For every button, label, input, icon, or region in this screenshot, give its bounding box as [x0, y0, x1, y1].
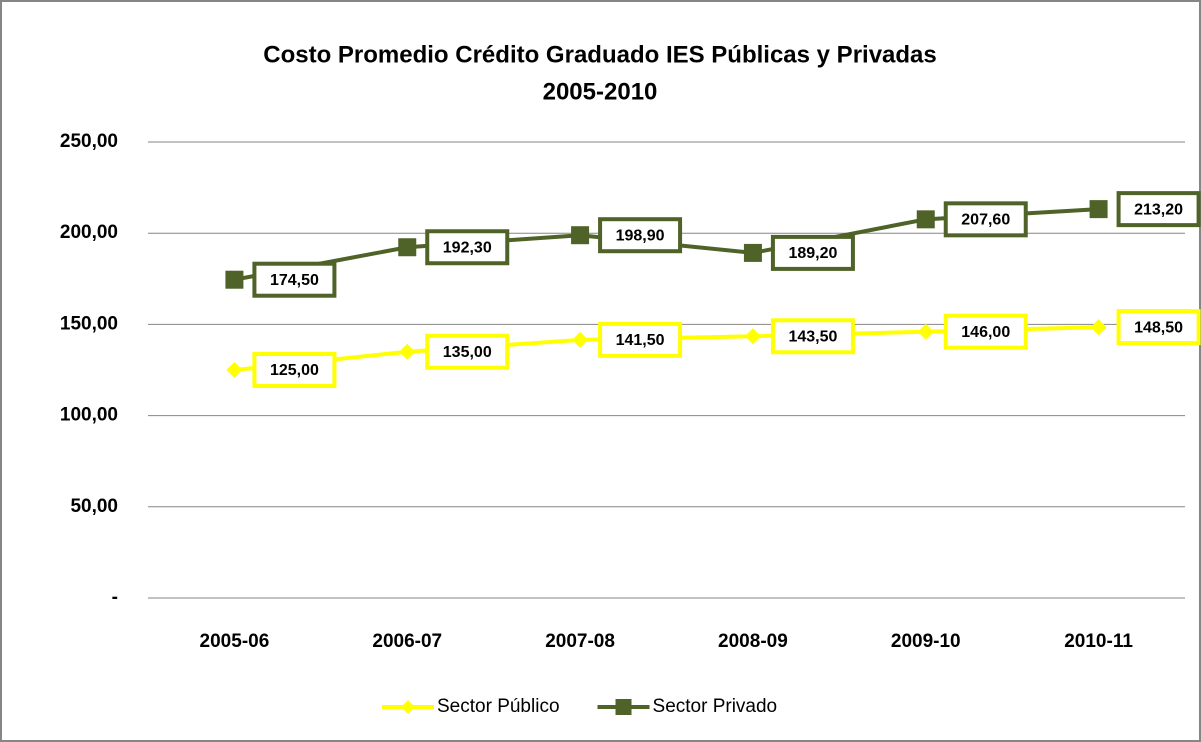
- data-label-box: [252, 352, 337, 388]
- data-label: 135,00: [443, 344, 492, 361]
- data-label-box: [598, 217, 683, 254]
- data-label-box: [1116, 309, 1201, 346]
- x-tick-label: 2010-11: [1064, 631, 1133, 652]
- data-point: [744, 328, 761, 345]
- legend-marker: [615, 699, 632, 715]
- x-tick-label: 2009-10: [891, 631, 961, 652]
- x-tick-label: 2008-09: [718, 631, 788, 652]
- legend-marker: [401, 700, 415, 714]
- y-tick-label: 200,00: [60, 222, 118, 243]
- y-tick-label: 150,00: [60, 313, 118, 334]
- data-label: 146,00: [961, 324, 1010, 341]
- data-point: [1089, 200, 1108, 219]
- data-label: 148,50: [1134, 319, 1183, 336]
- data-label: 207,60: [961, 212, 1010, 229]
- data-label: 198,90: [616, 227, 665, 244]
- data-point: [743, 243, 762, 262]
- data-point: [571, 226, 590, 245]
- data-label-box: [252, 261, 337, 298]
- data-point: [398, 238, 417, 257]
- x-tick-label: 2006-07: [372, 631, 442, 652]
- data-label-box: [770, 234, 855, 271]
- data-point: [399, 343, 416, 360]
- data-label: 192,30: [443, 239, 492, 256]
- legend-label: Sector Público: [437, 696, 560, 717]
- data-label-box: [770, 318, 855, 355]
- legend-label: Sector Privado: [653, 696, 778, 717]
- data-label-box: [943, 313, 1028, 350]
- y-tick-label: -: [112, 587, 118, 608]
- data-label: 189,20: [788, 245, 837, 262]
- y-tick-label: 50,00: [70, 496, 118, 517]
- y-tick-label: 100,00: [60, 405, 118, 426]
- data-point: [225, 270, 244, 289]
- data-label-box: [943, 201, 1028, 238]
- data-label-box: [598, 321, 683, 358]
- data-point: [572, 331, 589, 348]
- x-tick-label: 2007-08: [545, 631, 615, 652]
- chart-title: Costo Promedio Crédito Graduado IES Públ…: [263, 41, 937, 68]
- data-point: [917, 323, 934, 340]
- chart-subtitle: 2005-2010: [543, 78, 658, 105]
- data-label: 125,00: [270, 362, 319, 379]
- data-label: 143,50: [788, 328, 837, 345]
- x-tick-label: 2005-06: [200, 631, 270, 652]
- data-label-box: [425, 333, 510, 370]
- data-label: 141,50: [616, 332, 665, 349]
- data-label-box: [1116, 191, 1201, 228]
- data-label: 174,50: [270, 272, 319, 289]
- data-point: [916, 210, 935, 229]
- data-point: [226, 362, 243, 378]
- data-label-box: [425, 229, 510, 266]
- y-tick-label: 250,00: [60, 131, 118, 152]
- data-label: 213,20: [1134, 201, 1183, 218]
- data-point: [1090, 319, 1107, 336]
